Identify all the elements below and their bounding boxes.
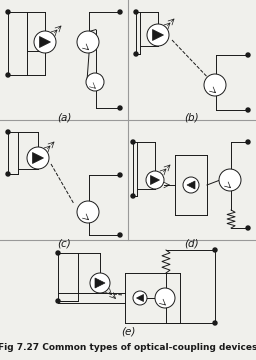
Circle shape [118, 10, 122, 14]
Circle shape [56, 251, 60, 255]
Circle shape [246, 108, 250, 112]
Circle shape [90, 273, 110, 293]
Circle shape [6, 130, 10, 134]
Circle shape [213, 321, 217, 325]
Circle shape [246, 140, 250, 144]
Circle shape [131, 140, 135, 144]
Polygon shape [95, 278, 105, 288]
Text: (e): (e) [121, 327, 135, 337]
Circle shape [6, 73, 10, 77]
Polygon shape [187, 181, 195, 189]
Text: Fig 7.27 Common types of optical-coupling devices: Fig 7.27 Common types of optical-couplin… [0, 343, 256, 352]
Circle shape [155, 288, 175, 308]
Circle shape [147, 24, 169, 46]
Circle shape [146, 171, 164, 189]
Circle shape [213, 248, 217, 252]
Circle shape [246, 53, 250, 57]
Circle shape [77, 201, 99, 223]
Circle shape [6, 172, 10, 176]
Circle shape [131, 194, 135, 198]
Circle shape [118, 106, 122, 110]
Circle shape [134, 10, 138, 14]
Polygon shape [136, 294, 144, 302]
Circle shape [183, 177, 199, 193]
Circle shape [246, 226, 250, 230]
Text: (c): (c) [57, 238, 71, 248]
Circle shape [118, 233, 122, 237]
Circle shape [6, 10, 10, 14]
Circle shape [204, 74, 226, 96]
Circle shape [77, 31, 99, 53]
Circle shape [118, 173, 122, 177]
Circle shape [34, 31, 56, 53]
Polygon shape [33, 153, 44, 163]
Polygon shape [39, 36, 50, 48]
Circle shape [86, 73, 104, 91]
Circle shape [219, 169, 241, 191]
Circle shape [56, 299, 60, 303]
Polygon shape [151, 175, 159, 184]
Circle shape [27, 147, 49, 169]
Text: (d): (d) [185, 238, 199, 248]
Text: (a): (a) [57, 112, 71, 122]
Circle shape [134, 52, 138, 56]
Circle shape [133, 291, 147, 305]
Text: (b): (b) [185, 112, 199, 122]
Polygon shape [153, 30, 164, 40]
